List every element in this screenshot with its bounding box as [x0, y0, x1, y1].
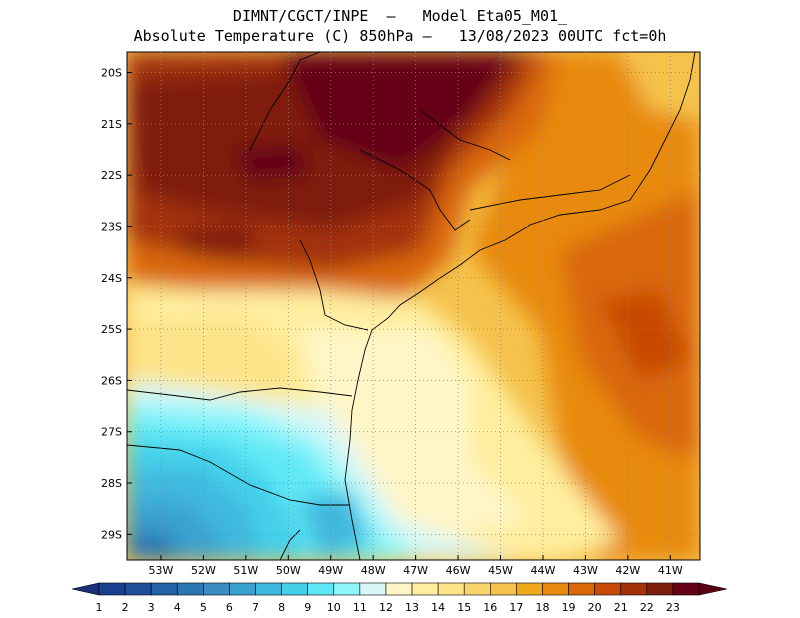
colorbar-label: 13 — [405, 601, 419, 614]
lat-tick-label: 20S — [101, 67, 122, 80]
colorbar-label: 5 — [200, 601, 207, 614]
colorbar-arrow-low — [71, 582, 100, 596]
colorbar-swatch — [124, 582, 152, 596]
colorbar-label: 9 — [304, 601, 311, 614]
colorbar-label: 12 — [379, 601, 393, 614]
colorbar-swatch — [568, 582, 595, 596]
colorbar-swatch — [620, 582, 648, 596]
lat-tick-label: 21S — [101, 118, 122, 131]
colorbar-label: 14 — [431, 601, 445, 614]
colorbar-swatch — [98, 582, 126, 596]
map-frame — [126, 51, 701, 561]
lon-tick-label: 53W — [149, 564, 174, 577]
colorbar-label: 6 — [226, 601, 233, 614]
lat-tick-label: 26S — [101, 374, 122, 387]
colorbar-swatch — [542, 582, 569, 596]
colorbar-label: 16 — [483, 601, 497, 614]
lat-tick-label: 27S — [101, 426, 122, 439]
lat-tick-label: 29S — [101, 528, 122, 541]
colorbar-label: 21 — [614, 601, 628, 614]
colorbar-swatch — [229, 582, 256, 596]
lat-tick-label: 25S — [101, 323, 122, 336]
chart-subtitle: Absolute Temperature (C) 850hPa – 13/08/… — [133, 27, 667, 45]
colorbar-swatch — [281, 582, 308, 596]
colorbar-label: 10 — [327, 601, 341, 614]
colorbar-arrow-high — [698, 582, 728, 596]
colorbar-swatch — [307, 582, 335, 596]
colorbar-swatch — [203, 582, 230, 596]
lon-tick-label: 45W — [488, 564, 513, 577]
colorbar-label: 20 — [588, 601, 602, 614]
colorbar-label: 8 — [278, 601, 285, 614]
lat-tick-label: 24S — [101, 272, 122, 285]
colorbar-label: 1 — [96, 601, 103, 614]
colorbar-swatch — [255, 582, 282, 596]
colorbar-swatch — [150, 582, 178, 596]
colorbar-swatch — [385, 582, 413, 596]
graticule — [127, 52, 700, 560]
colorbar-swatch — [176, 582, 204, 596]
coastline-borders — [127, 52, 696, 560]
colorbar-label: 11 — [353, 601, 367, 614]
colorbar-label: 23 — [666, 601, 680, 614]
latitude-ticks: 20S 21S 22S 23S 24S 25S 26S 27S 28S 29S — [101, 67, 132, 541]
colorbar-label: 18 — [535, 601, 549, 614]
lon-tick-label: 48W — [361, 564, 386, 577]
colorbar-label: 15 — [457, 601, 471, 614]
colorbar-swatch — [411, 582, 439, 596]
colorbar-label: 3 — [148, 601, 155, 614]
lon-tick-label: 42W — [615, 564, 640, 577]
lon-tick-label: 43W — [573, 564, 598, 577]
lon-tick-label: 46W — [446, 564, 471, 577]
colorbar-swatch — [490, 582, 517, 596]
colorbar-label: 22 — [640, 601, 654, 614]
colorbar-swatch — [594, 582, 622, 596]
colorbar-swatch — [437, 582, 465, 596]
colorbar-label: 4 — [174, 601, 181, 614]
colorbar-swatch — [672, 582, 700, 596]
colorbar: 1 2 3 4 5 6 7 8 9 10 11 12 13 14 15 16 17 18 19 20 21 22 23 — [71, 582, 728, 614]
lon-tick-label: 41W — [658, 564, 683, 577]
lat-tick-label: 22S — [101, 169, 122, 182]
lat-tick-label: 28S — [101, 477, 122, 490]
colorbar-swatch — [463, 582, 491, 596]
lon-tick-label: 44W — [531, 564, 556, 577]
colorbar-swatch — [359, 582, 387, 596]
colorbar-label: 19 — [562, 601, 576, 614]
longitude-ticks: 53W 52W 51W 50W 49W 48W 47W 46W 45W 44W 43W 42W 41W — [149, 555, 683, 577]
colorbar-swatch — [646, 582, 674, 596]
lon-tick-label: 52W — [191, 564, 216, 577]
lat-tick-label: 23S — [101, 220, 122, 233]
lon-tick-label: 49W — [318, 564, 343, 577]
colorbar-swatch — [516, 582, 543, 596]
colorbar-label: 2 — [122, 601, 129, 614]
lon-tick-label: 47W — [403, 564, 428, 577]
chart-title: DIMNT/CGCT/INPE – Model Eta05_M01_ — [232, 7, 568, 25]
colorbar-label: 17 — [509, 601, 523, 614]
lon-tick-label: 50W — [276, 564, 301, 577]
colorbar-label: 7 — [252, 601, 259, 614]
temperature-field — [127, 52, 700, 560]
colorbar-swatch — [333, 582, 361, 596]
lon-tick-label: 51W — [233, 564, 258, 577]
